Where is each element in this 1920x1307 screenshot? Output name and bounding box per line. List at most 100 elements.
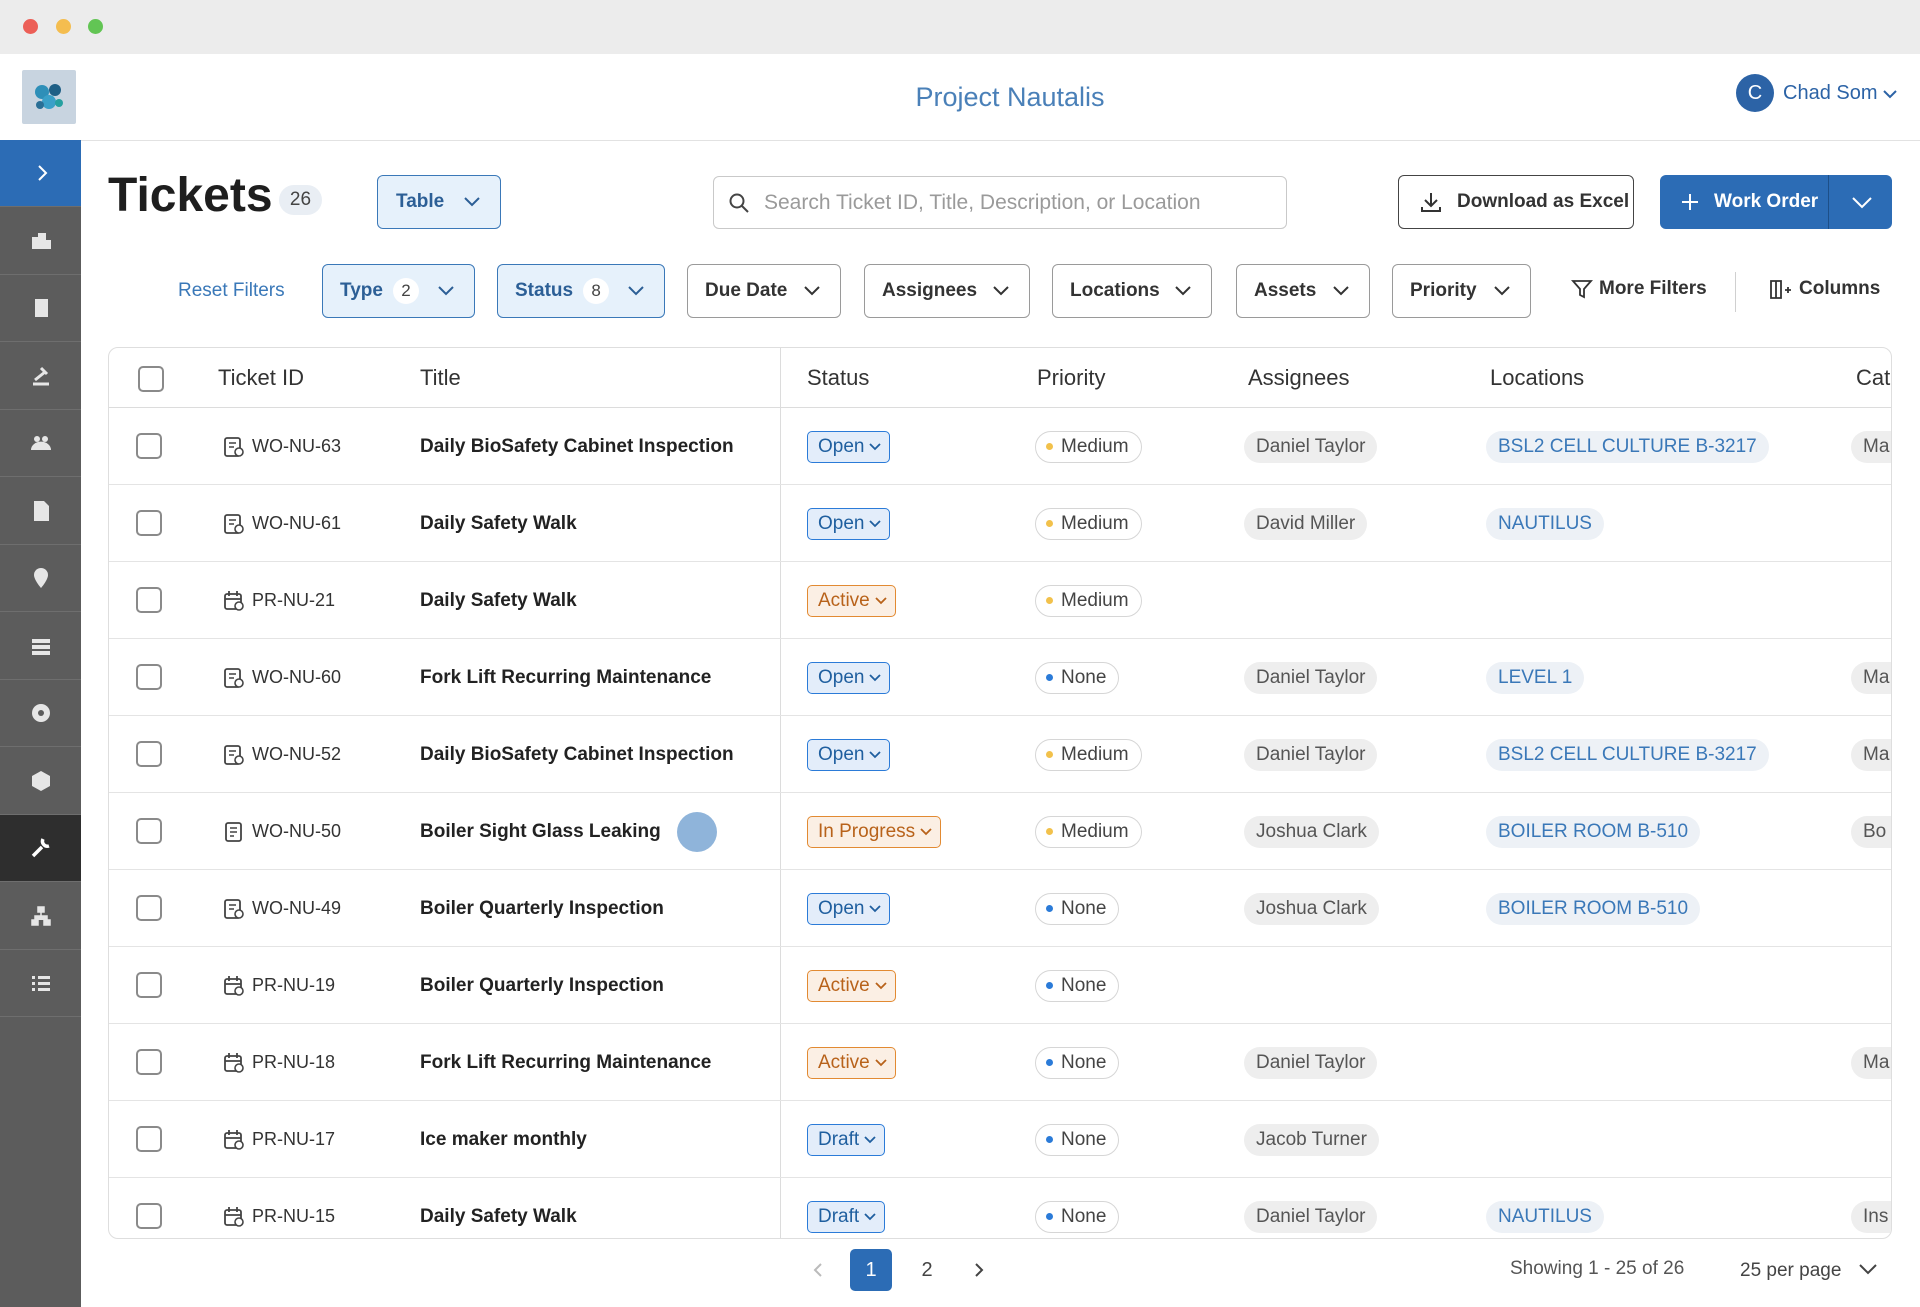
download-button[interactable]: Download as Excel	[1398, 175, 1634, 229]
status-pill[interactable]: Open	[807, 430, 891, 463]
ticket-id[interactable]: PR-NU-19	[252, 975, 336, 995]
sidebar-item[interactable]	[0, 140, 81, 207]
row-checkbox[interactable]	[136, 1126, 162, 1152]
header-checkbox[interactable]	[138, 366, 164, 392]
user-avatar[interactable]: C	[1736, 74, 1774, 112]
sidebar-item[interactable]	[0, 613, 81, 680]
sidebar-item[interactable]	[0, 410, 81, 477]
ticket-id[interactable]: WO-NU-52	[252, 744, 341, 764]
more-filters[interactable]: More Filters	[1571, 278, 1707, 300]
status-cell: Open	[807, 485, 891, 562]
ticket-title[interactable]: Fork Lift Recurring Maintenance	[420, 1051, 712, 1073]
filter-button[interactable]: Assets	[1236, 264, 1370, 318]
status-pill[interactable]: Open	[807, 507, 891, 540]
location-pill[interactable]: BOILER ROOM B-510	[1486, 815, 1701, 848]
app-header: Project Nautalis C Chad Som	[0, 54, 1920, 141]
view-toggle[interactable]: Table	[377, 175, 501, 229]
ticket-title[interactable]: Fork Lift Recurring Maintenance	[420, 666, 712, 688]
max-dot[interactable]	[88, 19, 103, 34]
location-pill[interactable]: LEVEL 1	[1486, 661, 1585, 694]
ticket-id[interactable]: PR-NU-18	[252, 1052, 336, 1072]
row-checkbox[interactable]	[136, 664, 162, 690]
status-pill[interactable]: Open	[807, 661, 891, 694]
location-pill[interactable]: NAUTILUS	[1486, 507, 1604, 540]
user-chevron[interactable]	[1882, 88, 1898, 100]
row-checkbox[interactable]	[136, 510, 162, 536]
filter-button[interactable]: Locations	[1052, 264, 1212, 318]
per-page[interactable]: 25 per page	[1740, 1260, 1842, 1281]
filter-button[interactable]: Type 2	[322, 264, 475, 318]
ticket-title[interactable]: Boiler Quarterly Inspection	[420, 974, 664, 996]
logo[interactable]	[22, 70, 76, 124]
status-pill[interactable]: In Progress	[807, 815, 942, 848]
assignee-pill: David Miller	[1244, 507, 1368, 540]
row-border	[109, 638, 1891, 639]
filter-label: Status	[515, 280, 574, 301]
ticket-title[interactable]: Boiler Sight Glass Leaking	[420, 820, 661, 842]
ticket-id[interactable]: WO-NU-60	[252, 667, 341, 687]
ticket-id[interactable]: WO-NU-61	[252, 513, 341, 533]
status-pill[interactable]: Active	[807, 584, 896, 617]
filter-button[interactable]: Assignees	[864, 264, 1030, 318]
status-label: Open	[818, 666, 865, 688]
ticket-id[interactable]: PR-NU-21	[252, 590, 336, 610]
row-checkbox[interactable]	[136, 741, 162, 767]
sidebar-item[interactable]	[0, 545, 81, 612]
ticket-title[interactable]: Daily Safety Walk	[420, 1205, 577, 1227]
location-pill[interactable]: NAUTILUS	[1486, 1200, 1604, 1233]
ticket-title[interactable]: Ice maker monthly	[420, 1128, 587, 1150]
filter-button[interactable]: Due Date	[687, 264, 841, 318]
row-checkbox[interactable]	[136, 818, 162, 844]
sidebar-item[interactable]	[0, 275, 81, 342]
row-checkbox[interactable]	[136, 895, 162, 921]
sidebar-item[interactable]	[0, 950, 81, 1017]
status-pill[interactable]: Draft	[807, 1200, 886, 1233]
ticket-id[interactable]: PR-NU-17	[252, 1129, 336, 1149]
status-pill[interactable]: Active	[807, 969, 896, 1002]
ticket-title[interactable]: Boiler Quarterly Inspection	[420, 897, 664, 919]
reset-filters[interactable]: Reset Filters	[178, 280, 285, 301]
sidebar-item[interactable]	[0, 883, 81, 950]
ticket-title[interactable]: Daily Safety Walk	[420, 512, 577, 534]
assignee-pill: Jacob Turner	[1244, 1123, 1379, 1156]
ticket-title[interactable]: Daily BioSafety Cabinet Inspection	[420, 435, 734, 457]
ticket-title[interactable]: Daily Safety Walk	[420, 589, 577, 611]
create-button[interactable]: Work Order	[1660, 175, 1892, 229]
sidebar-item[interactable]	[0, 208, 81, 275]
location-pill[interactable]: BSL2 CELL CULTURE B-3217	[1486, 430, 1769, 463]
status-pill[interactable]: Draft	[807, 1123, 886, 1156]
page-number[interactable]: 1	[850, 1249, 892, 1291]
row-checkbox[interactable]	[136, 587, 162, 613]
close-dot[interactable]	[23, 19, 38, 34]
row-checkbox[interactable]	[136, 1049, 162, 1075]
per-page-chevron[interactable]	[1858, 1262, 1878, 1276]
row-checkbox[interactable]	[136, 433, 162, 459]
sidebar-item[interactable]	[0, 680, 81, 747]
status-pill[interactable]: Open	[807, 892, 891, 925]
sidebar-item[interactable]	[0, 343, 81, 410]
ticket-id[interactable]: WO-NU-63	[252, 436, 341, 456]
ticket-title[interactable]: Daily BioSafety Cabinet Inspection	[420, 743, 734, 765]
priority-dot	[1046, 1136, 1053, 1143]
search-box[interactable]: Search Ticket ID, Title, Description, or…	[713, 176, 1287, 229]
row-checkbox[interactable]	[136, 1203, 162, 1229]
sidebar-item[interactable]	[0, 815, 81, 882]
ticket-id[interactable]: WO-NU-50	[252, 821, 341, 841]
location-pill[interactable]: BOILER ROOM B-510	[1486, 892, 1701, 925]
min-dot[interactable]	[56, 19, 71, 34]
filter-button[interactable]: Status 8	[497, 264, 665, 318]
ticket-id[interactable]: PR-NU-15	[252, 1206, 336, 1226]
status-pill[interactable]: Active	[807, 1046, 896, 1079]
status-pill[interactable]: Open	[807, 738, 891, 771]
location-pill[interactable]: BSL2 CELL CULTURE B-3217	[1486, 738, 1769, 771]
columns-button[interactable]: Columns	[1769, 278, 1880, 300]
create-menu-chevron[interactable]	[1850, 195, 1874, 211]
page-number[interactable]: 2	[921, 1259, 933, 1281]
sidebar-item[interactable]	[0, 748, 81, 815]
ticket-id[interactable]: WO-NU-49	[252, 898, 341, 918]
sidebar-item[interactable]	[0, 478, 81, 545]
row-checkbox[interactable]	[136, 972, 162, 998]
ticket-icon	[225, 821, 242, 842]
filter-button[interactable]: Priority	[1392, 264, 1531, 318]
user-name[interactable]: Chad Som	[1783, 82, 1878, 104]
